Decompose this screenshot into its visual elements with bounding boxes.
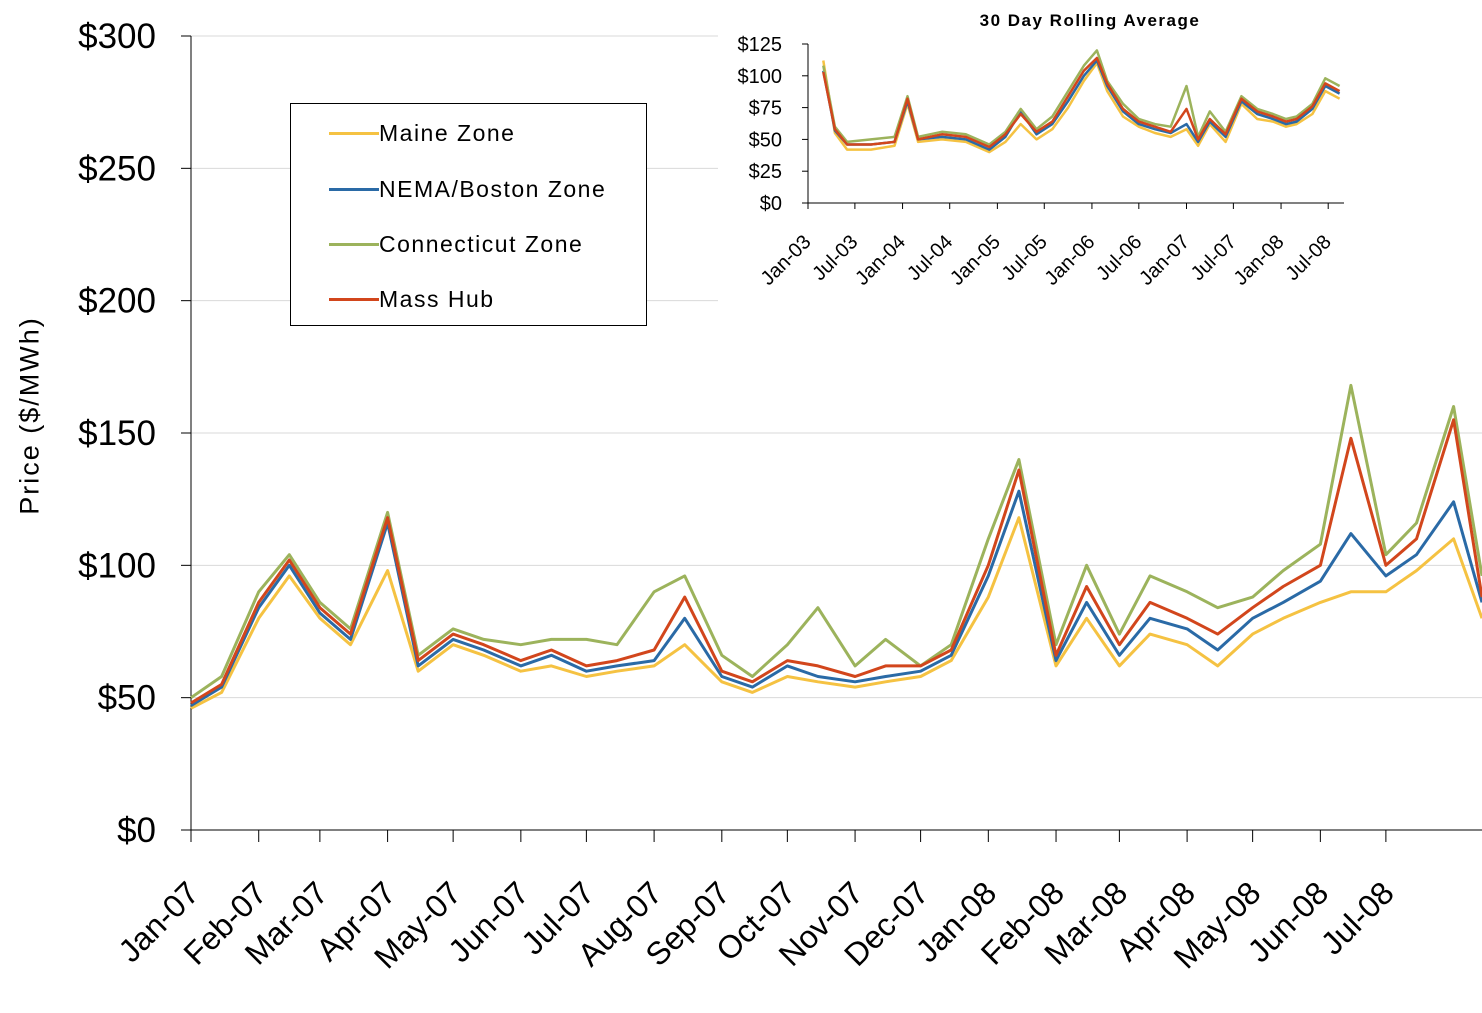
main-series-line-connecticut-zone xyxy=(190,383,1482,699)
legend-label-connecticut: Connecticut Zone xyxy=(379,230,584,257)
main-series-line-maine-zone xyxy=(190,516,1482,710)
main-y-tick-label: $200 xyxy=(78,282,156,321)
main-y-tick-label: $50 xyxy=(98,679,156,718)
inset-title: 30 Day Rolling Average xyxy=(980,11,1201,30)
main-y-tick-label: $250 xyxy=(78,149,156,188)
inset-background xyxy=(718,6,1482,336)
main-y-tick-label: $150 xyxy=(78,414,156,453)
legend-item-mass-hub: Mass Hub xyxy=(329,285,495,313)
y-axis-label: Price ($/MWh) xyxy=(14,316,45,515)
inset-axes xyxy=(802,43,1344,209)
legend-label-nema: NEMA/Boston Zone xyxy=(379,175,607,202)
main-series xyxy=(190,383,1482,710)
main-y-tick-labels: $0 $50 $100 $150 $200 $250 $300 xyxy=(78,17,156,850)
legend-item-connecticut: Connecticut Zone xyxy=(329,230,583,258)
inset-y-tick-label: $125 xyxy=(738,34,783,56)
legend-swatch-mass-hub xyxy=(329,297,379,301)
legend-item-maine: Maine Zone xyxy=(329,119,515,147)
legend-swatch-nema xyxy=(329,187,379,191)
legend-label-mass-hub: Mass Hub xyxy=(379,285,495,312)
inset-y-tick-label: $0 xyxy=(760,193,782,215)
legend-swatch-maine xyxy=(329,131,379,135)
legend: Maine Zone NEMA/Boston Zone Connecticut … xyxy=(290,103,647,326)
inset-panel xyxy=(718,6,1482,336)
main-x-tick-label: Jul-08 xyxy=(1314,874,1401,961)
legend-item-nema: NEMA/Boston Zone xyxy=(329,175,606,203)
main-y-tick-label: $100 xyxy=(78,546,156,585)
inset-y-tick-labels: $0 $25 $50 $75 $100 $125 xyxy=(738,34,783,215)
main-series-line-mass-hub xyxy=(190,418,1482,705)
inset-y-tick-label: $25 xyxy=(749,161,782,183)
legend-label-maine: Maine Zone xyxy=(379,119,516,146)
inset-series-line-mass-hub xyxy=(822,56,1341,149)
inset-y-tick-label: $75 xyxy=(749,98,782,120)
main-y-tick-label: $300 xyxy=(78,17,156,56)
inset-y-tick-label: $100 xyxy=(738,66,783,88)
legend-swatch-connecticut xyxy=(329,242,379,246)
inset-y-tick-label: $50 xyxy=(749,129,782,151)
main-x-tick-labels: Jan-07Feb-07Mar-07Apr-07May-07Jun-07Jul-… xyxy=(111,874,1401,975)
main-y-tick-label: $0 xyxy=(117,811,156,850)
inset-series xyxy=(822,49,1341,154)
